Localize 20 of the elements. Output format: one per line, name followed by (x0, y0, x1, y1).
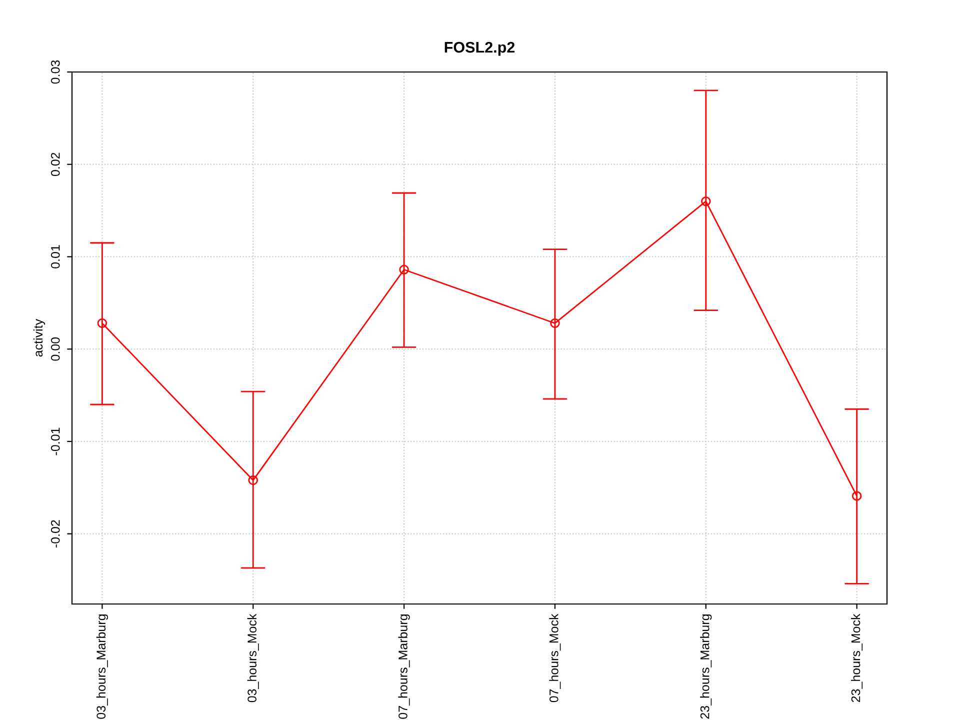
y-tick-label: 0.01 (50, 245, 60, 268)
y-tick-label: 0.03 (50, 60, 60, 84)
y-tick-label: 0.02 (50, 152, 60, 176)
y-tick-label: -0.01 (50, 428, 60, 456)
x-tick-label: 23_hours_Marburg (700, 614, 712, 719)
point (248, 475, 258, 486)
point (852, 491, 862, 501)
x-tick-label: 07_hours_Marburg (398, 614, 410, 719)
point (399, 264, 409, 275)
x-tick-label: 03_hours_Marburg (96, 614, 108, 719)
chart-title: FOSL2.p2 (444, 42, 515, 56)
x-tick-label: 23_hours_Mock (850, 614, 863, 702)
point (97, 318, 108, 328)
y-axis-title: activity (33, 318, 46, 357)
point (550, 318, 560, 328)
y-tick-label: -0.02 (50, 520, 60, 548)
y-tick-label: 0.00 (50, 337, 60, 361)
point (701, 196, 711, 206)
x-tick-label: 03_hours_Mock (247, 614, 259, 702)
x-tick-label: 07_hours_Mock (549, 614, 561, 702)
